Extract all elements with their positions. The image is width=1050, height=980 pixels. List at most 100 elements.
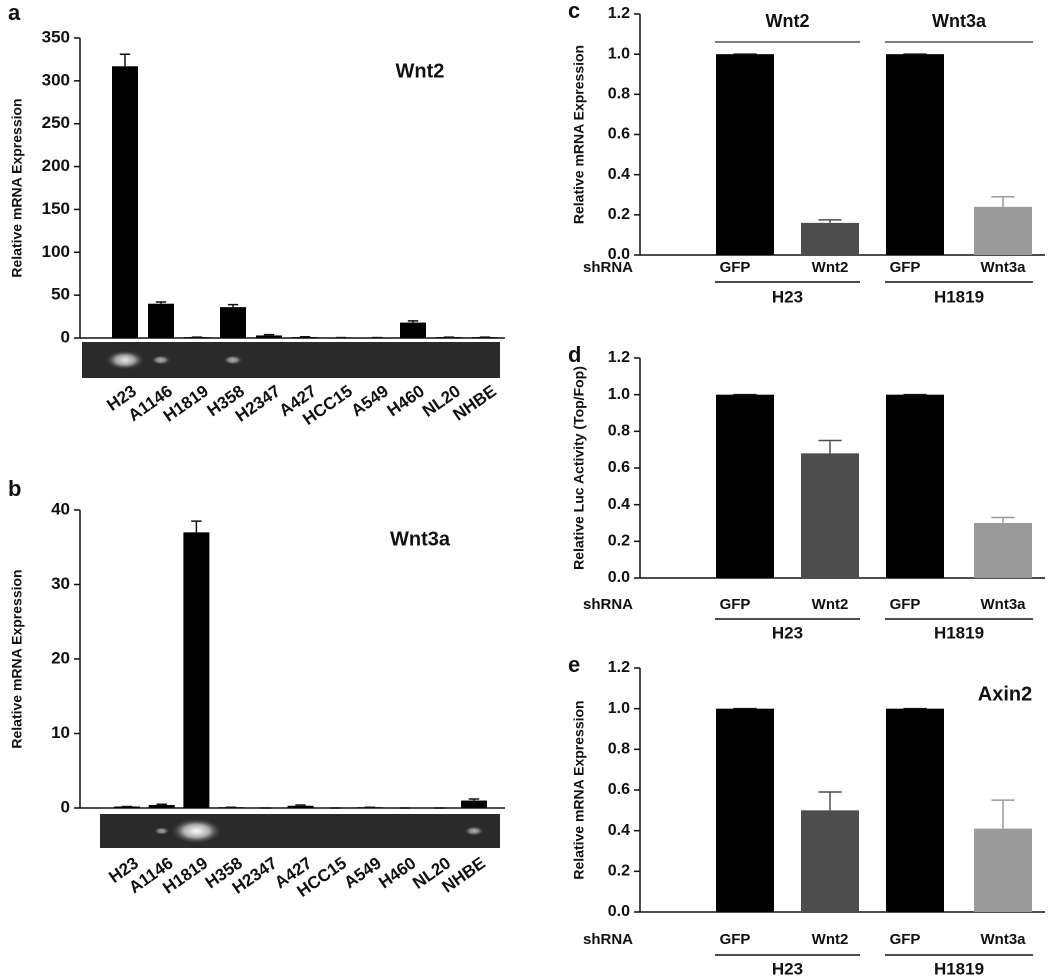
x-tick-label: GFP	[720, 931, 751, 948]
error-bar	[119, 53, 131, 67]
panel-label: e	[568, 652, 580, 677]
x-tick-label: Wnt3a	[981, 596, 1027, 613]
bar	[716, 708, 774, 912]
y-tick-label: 250	[42, 113, 70, 132]
y-tick-label: 0.8	[608, 423, 630, 440]
y-tick-label: 200	[42, 156, 70, 175]
error-bar	[818, 791, 842, 811]
bar	[801, 453, 859, 578]
gel-band	[223, 355, 243, 365]
header-label: Wnt2	[766, 11, 810, 31]
y-tick-label: 0.4	[608, 496, 630, 513]
bar	[183, 532, 210, 808]
y-tick-label: 0	[61, 797, 70, 816]
bar	[400, 322, 426, 338]
y-tick-label: 40	[51, 499, 70, 518]
error-bar	[263, 333, 275, 336]
y-tick-label: 0.2	[608, 863, 630, 880]
error-bar	[191, 520, 202, 533]
y-tick-label: 0.6	[608, 781, 630, 798]
error-bar	[818, 219, 842, 223]
y-axis-label: Relative Luc Activity (Top/Fop)	[571, 366, 587, 570]
x-tick-label: Wnt2	[812, 931, 849, 948]
bar	[886, 708, 944, 912]
bar	[886, 394, 944, 578]
group-label: H23	[772, 623, 803, 642]
y-tick-label: 350	[42, 27, 70, 46]
x-tick-label: A549	[348, 381, 392, 420]
y-axis-label: Relative mRNA Expression	[9, 98, 25, 277]
panel-label: a	[8, 0, 21, 25]
bar	[220, 307, 246, 338]
y-tick-label: 0.4	[608, 822, 630, 839]
x-tick-label: A549	[341, 853, 385, 892]
y-tick-label: 50	[51, 285, 70, 304]
panel-label: d	[568, 342, 581, 367]
bar	[256, 335, 282, 338]
x-tick-label: GFP	[890, 931, 921, 948]
y-tick-label: 0.0	[608, 569, 630, 586]
gel-band	[153, 827, 170, 835]
error-bar	[295, 804, 306, 806]
row-label: shRNA	[583, 259, 633, 276]
y-tick-label: 0.2	[608, 206, 630, 223]
x-tick-label: Wnt3a	[981, 931, 1027, 948]
x-tick-label: Wnt3a	[981, 259, 1027, 276]
chart-title: Wnt3a	[390, 528, 451, 550]
bar	[801, 222, 859, 255]
y-tick-label: 0.6	[608, 459, 630, 476]
y-tick-label: 30	[51, 574, 70, 593]
y-tick-label: 1.0	[608, 700, 630, 717]
row-label: shRNA	[583, 596, 633, 613]
group-label: H1819	[934, 959, 984, 978]
x-tick-label: GFP	[890, 596, 921, 613]
error-bar	[155, 301, 167, 304]
bar	[801, 810, 859, 912]
x-tick-label: GFP	[720, 259, 751, 276]
group-label: H1819	[934, 623, 984, 642]
error-bar	[227, 303, 239, 308]
bar	[292, 337, 318, 338]
bar	[716, 54, 774, 255]
x-tick-label: GFP	[890, 259, 921, 276]
error-bar	[468, 798, 480, 801]
bar	[148, 303, 174, 338]
y-tick-label: 0.6	[608, 126, 630, 143]
bar	[461, 800, 487, 808]
panel-label: b	[8, 476, 21, 501]
y-tick-label: 0.0	[608, 246, 630, 263]
x-tick-label: Wnt2	[812, 259, 849, 276]
bar	[112, 66, 138, 339]
y-axis-label: Relative mRNA Expression	[571, 700, 587, 879]
y-tick-label: 10	[51, 723, 70, 742]
chart-title: Wnt2	[396, 60, 445, 82]
bar	[716, 394, 774, 578]
y-tick-label: 1.0	[608, 386, 630, 403]
x-tick-label: GFP	[720, 596, 751, 613]
error-bar	[991, 196, 1015, 207]
header-label: Wnt3a	[932, 11, 987, 31]
error-bar	[991, 799, 1015, 829]
bar	[148, 805, 175, 808]
y-tick-label: 1.2	[608, 349, 630, 366]
row-label: shRNA	[583, 931, 633, 948]
bar	[974, 828, 1032, 912]
y-tick-label: 0.4	[608, 166, 630, 183]
group-label: H23	[772, 287, 803, 306]
y-tick-label: 20	[51, 648, 70, 667]
gel-band	[105, 350, 145, 370]
y-tick-label: 0.0	[608, 903, 630, 920]
bar	[287, 805, 314, 808]
y-axis-label: Relative mRNA Expression	[9, 569, 25, 748]
x-tick-label: H460	[375, 853, 419, 892]
gel-band	[151, 355, 171, 365]
bar	[974, 206, 1032, 255]
x-tick-label: H460	[384, 381, 428, 420]
group-label: H23	[772, 959, 803, 978]
chart-title: Axin2	[978, 683, 1032, 705]
panel-label: c	[568, 0, 580, 23]
y-tick-label: 0.8	[608, 86, 630, 103]
y-tick-label: 1.2	[608, 5, 630, 22]
error-bar	[407, 320, 419, 323]
